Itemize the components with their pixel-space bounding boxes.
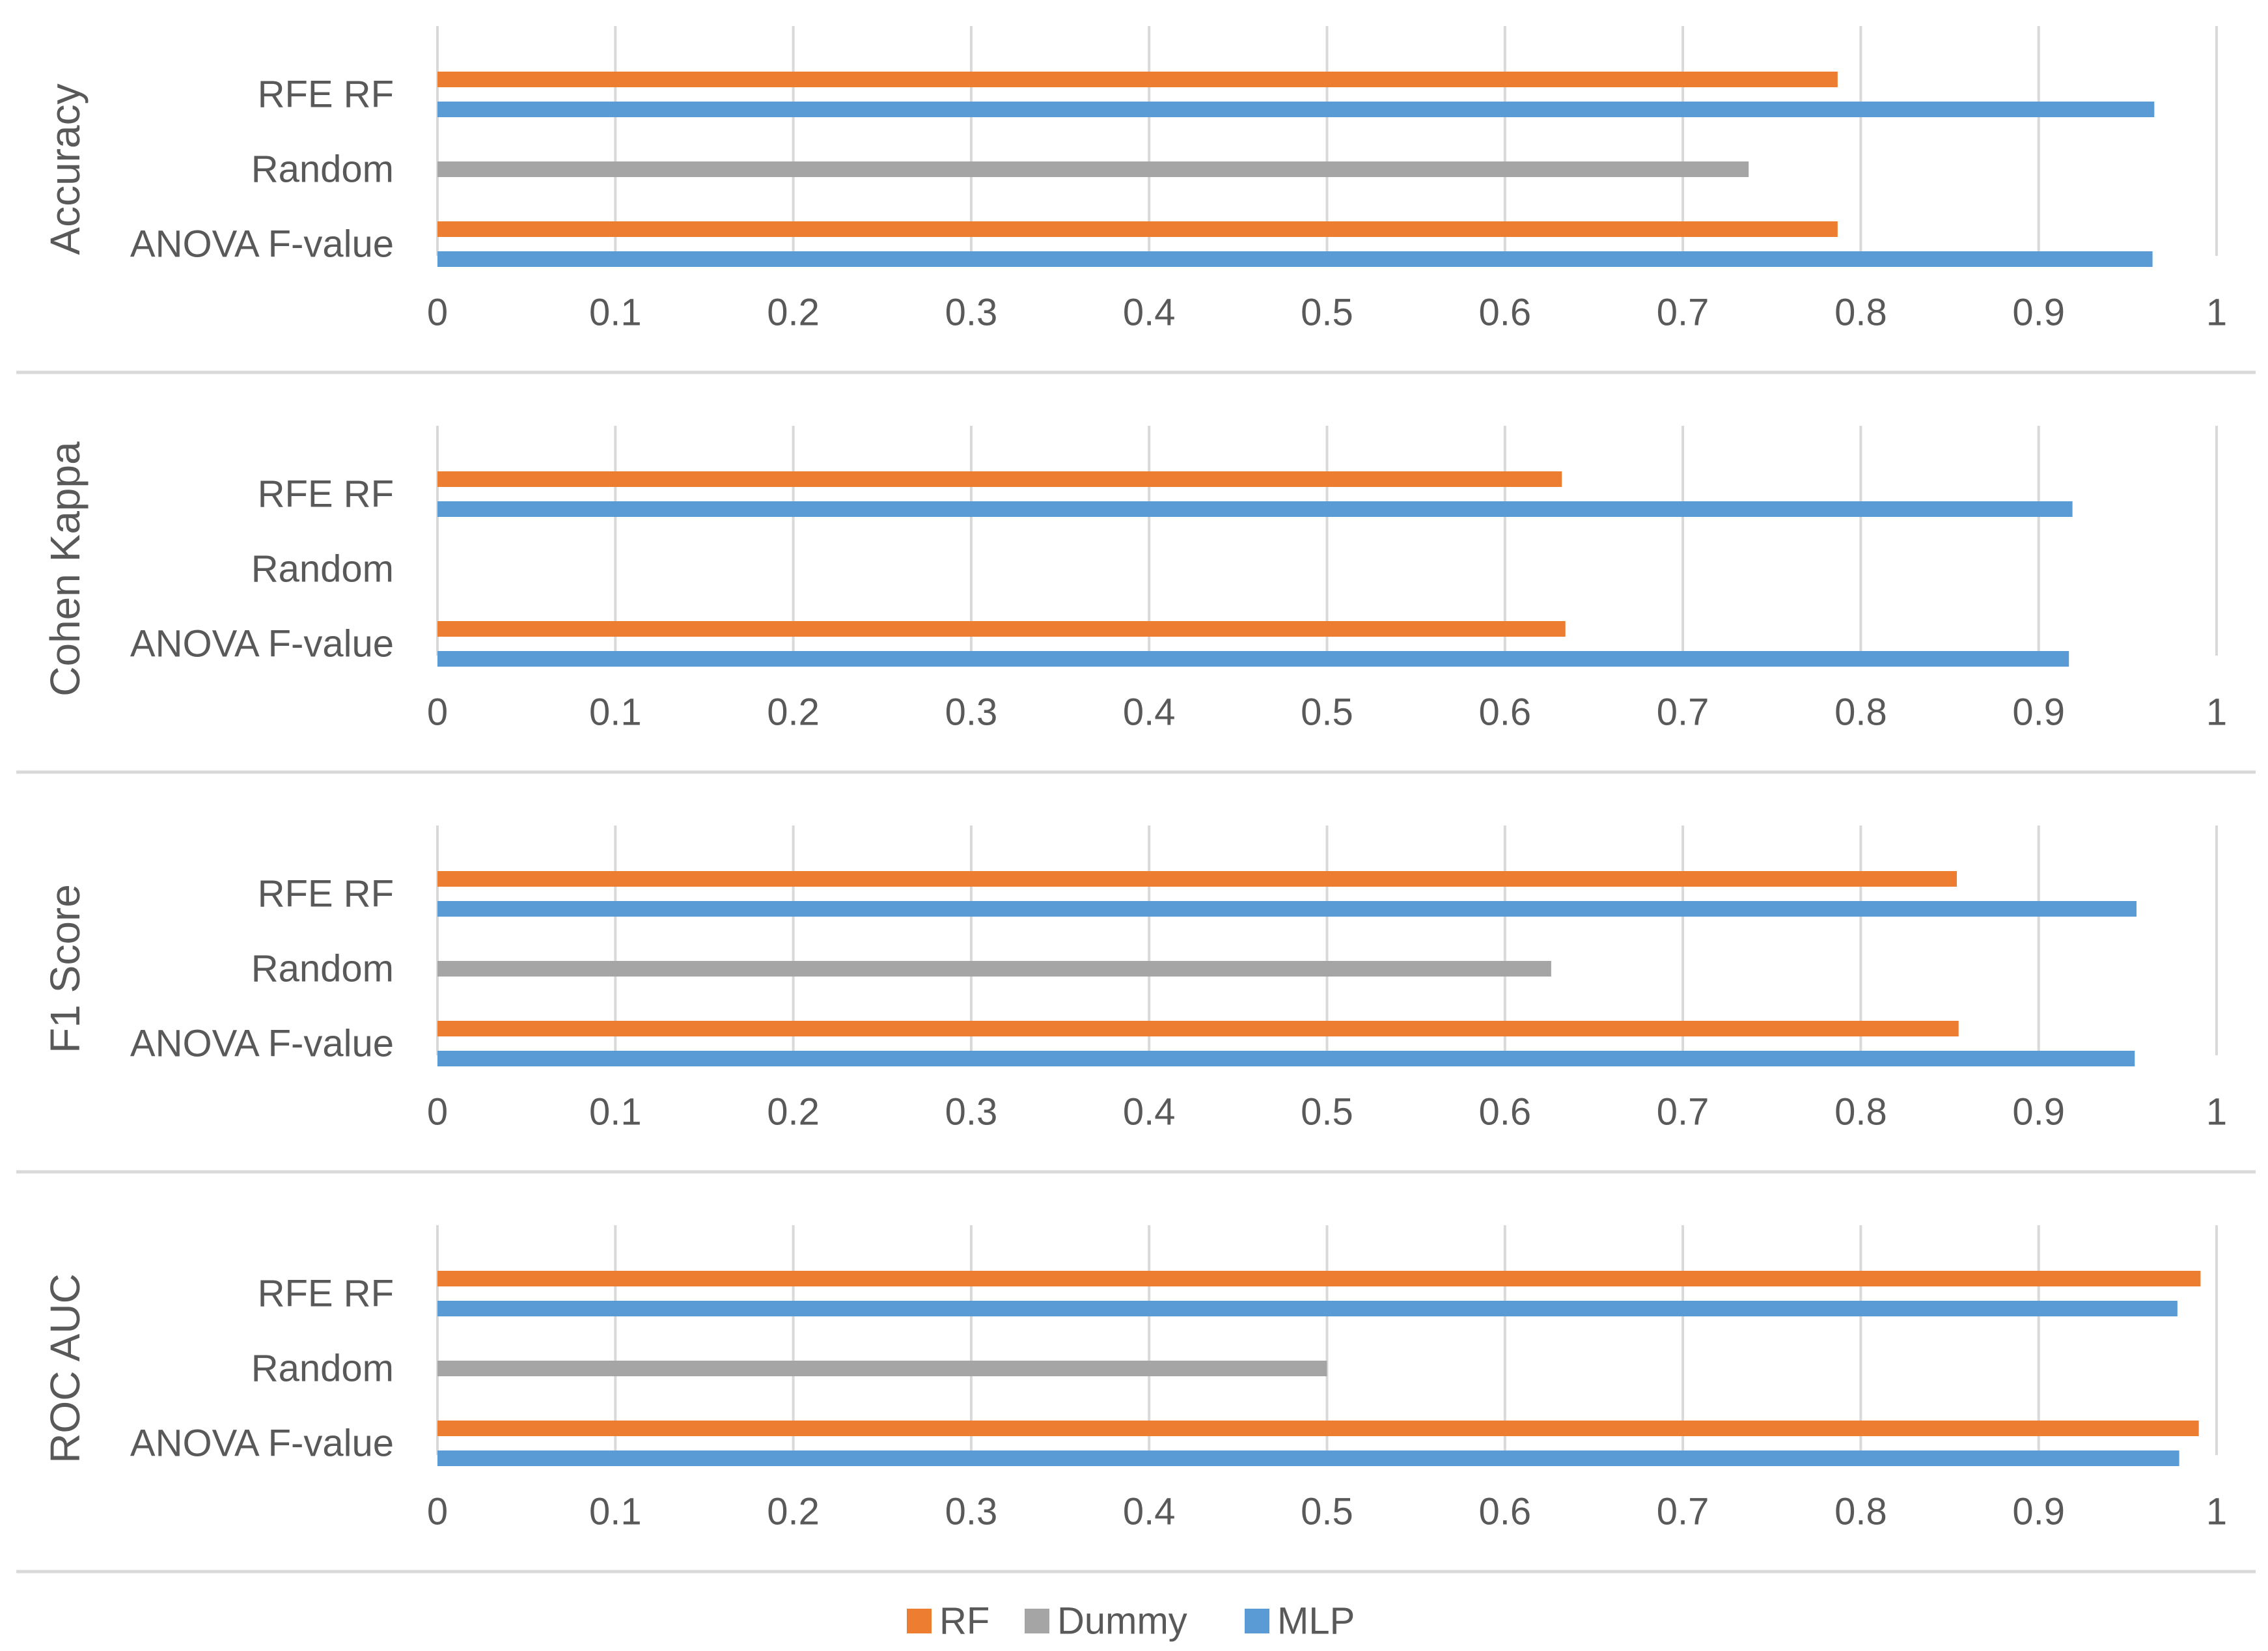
category-label: Random: [251, 948, 394, 990]
legend-swatch-mlp: [1245, 1609, 1269, 1633]
x-tick-label: 0.5: [1301, 292, 1353, 334]
x-tick-label: 0.7: [1657, 1091, 1709, 1133]
x-tick-label: 0.1: [589, 1491, 642, 1533]
bar-mlp: [437, 251, 2153, 267]
x-tick-label: 0.5: [1301, 691, 1353, 734]
legend: RF Dummy MLP: [907, 1600, 1355, 1643]
x-tick-label: 1: [2206, 691, 2227, 734]
bar-mlp: [437, 1051, 2135, 1066]
x-tick-label: 0.9: [2012, 691, 2065, 734]
legend-swatch-dummy: [1025, 1609, 1049, 1633]
bar-mlp: [437, 1450, 2179, 1466]
panel-f1-score: F1 Score RFE RF Random ANOVA F-value 0 0.1 0.2…: [16, 825, 2256, 1174]
bar-rf: [437, 471, 1562, 487]
bar-rf: [437, 1271, 2201, 1286]
x-tick-label: 0.1: [589, 292, 642, 334]
x-tick-label: 1: [2206, 1491, 2227, 1533]
category-label: Random: [251, 548, 394, 590]
category-label: ANOVA F-value: [130, 1023, 394, 1065]
category-label: ANOVA F-value: [130, 623, 394, 665]
x-tick-label: 0.4: [1123, 1491, 1176, 1533]
axis-title: ROC AUC: [42, 1273, 89, 1464]
bar-rf: [437, 221, 1838, 237]
axis-title: Cohen Kappa: [42, 441, 89, 697]
category-label: ANOVA F-value: [130, 223, 394, 266]
x-tick-label: 0.6: [1478, 1491, 1531, 1533]
x-tick-label: 0.9: [2012, 1091, 2065, 1133]
panel-cohen-kappa: Cohen Kappa RFE RF Random ANOVA F-value 0 0.1…: [16, 426, 2256, 774]
category-label: Random: [251, 1348, 394, 1390]
x-tick-label: 0.5: [1301, 1091, 1353, 1133]
bar-mlp: [437, 901, 2137, 917]
bar-mlp: [437, 1301, 2178, 1316]
x-tick-label: 0.3: [945, 1491, 998, 1533]
x-tick-label: 0.7: [1657, 1491, 1709, 1533]
bar-dummy: [437, 1361, 1327, 1376]
bar-rf: [437, 1421, 2199, 1436]
axis-title: Accuracy: [42, 83, 89, 255]
bar-mlp: [437, 651, 2069, 667]
legend-label-mlp: MLP: [1277, 1600, 1355, 1643]
x-tick-label: 0.7: [1657, 691, 1709, 734]
x-tick-label: 1: [2206, 1091, 2227, 1133]
bar-mlp: [437, 102, 2155, 117]
x-tick-label: 0.2: [767, 1091, 820, 1133]
bar-dummy: [437, 961, 1551, 977]
x-tick-label: 0.8: [1834, 691, 1887, 734]
x-tick-label: 0.8: [1834, 292, 1887, 334]
x-tick-label: 0.2: [767, 691, 820, 734]
x-tick-label: 0.4: [1123, 292, 1176, 334]
bar-rf: [437, 621, 1566, 637]
x-tick-label: 0.5: [1301, 1491, 1353, 1533]
bar-dummy: [437, 161, 1749, 177]
x-tick-label: 0.3: [945, 1091, 998, 1133]
legend-label-rf: RF: [939, 1600, 989, 1643]
panel-roc-auc: ROC AUC RFE RF Random ANOVA F-value 0 0.1 0.2 0…: [16, 1225, 2256, 1574]
x-tick-label: 0.2: [767, 1491, 820, 1533]
category-label: RFE RF: [258, 1273, 394, 1315]
x-tick-label: 0.6: [1478, 691, 1531, 734]
panel-accuracy: Accuracy RFE RF Random ANOVA F-value 0 0.1 0.2…: [16, 26, 2256, 374]
x-tick-label: 0: [427, 1491, 448, 1533]
axis-title: F1 Score: [42, 884, 89, 1053]
legend-swatch-rf: [907, 1609, 932, 1633]
category-label: RFE RF: [258, 74, 394, 116]
x-tick-label: 0.1: [589, 1091, 642, 1133]
x-tick-label: 0.9: [2012, 292, 2065, 334]
x-tick-label: 0.4: [1123, 1091, 1176, 1133]
category-label: Random: [251, 148, 394, 191]
x-tick-label: 0.6: [1478, 1091, 1531, 1133]
category-label: ANOVA F-value: [130, 1422, 394, 1465]
category-label: RFE RF: [258, 873, 394, 915]
bar-mlp: [437, 501, 2073, 517]
x-tick-label: 0: [427, 292, 448, 334]
bar-rf: [437, 871, 1957, 887]
x-tick-label: 0.2: [767, 292, 820, 334]
bar-rf: [437, 72, 1838, 87]
x-tick-label: 0.3: [945, 292, 998, 334]
x-tick-label: 0.4: [1123, 691, 1176, 734]
x-tick-label: 0.3: [945, 691, 998, 734]
legend-label-dummy: Dummy: [1057, 1600, 1187, 1643]
x-tick-label: 0: [427, 1091, 448, 1133]
x-tick-label: 0.9: [2012, 1491, 2065, 1533]
x-tick-label: 0.8: [1834, 1091, 1887, 1133]
x-tick-label: 0: [427, 691, 448, 734]
x-tick-label: 0.6: [1478, 292, 1531, 334]
x-tick-label: 0.8: [1834, 1491, 1887, 1533]
x-tick-label: 0.7: [1657, 292, 1709, 334]
bar-rf: [437, 1021, 1959, 1036]
category-label: RFE RF: [258, 473, 394, 516]
x-tick-label: 1: [2206, 292, 2227, 334]
x-tick-label: 0.1: [589, 691, 642, 734]
